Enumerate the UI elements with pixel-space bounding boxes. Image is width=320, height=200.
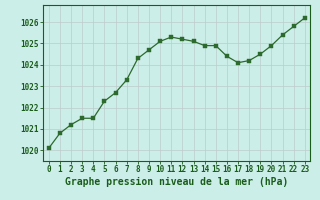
X-axis label: Graphe pression niveau de la mer (hPa): Graphe pression niveau de la mer (hPa) bbox=[65, 177, 288, 187]
